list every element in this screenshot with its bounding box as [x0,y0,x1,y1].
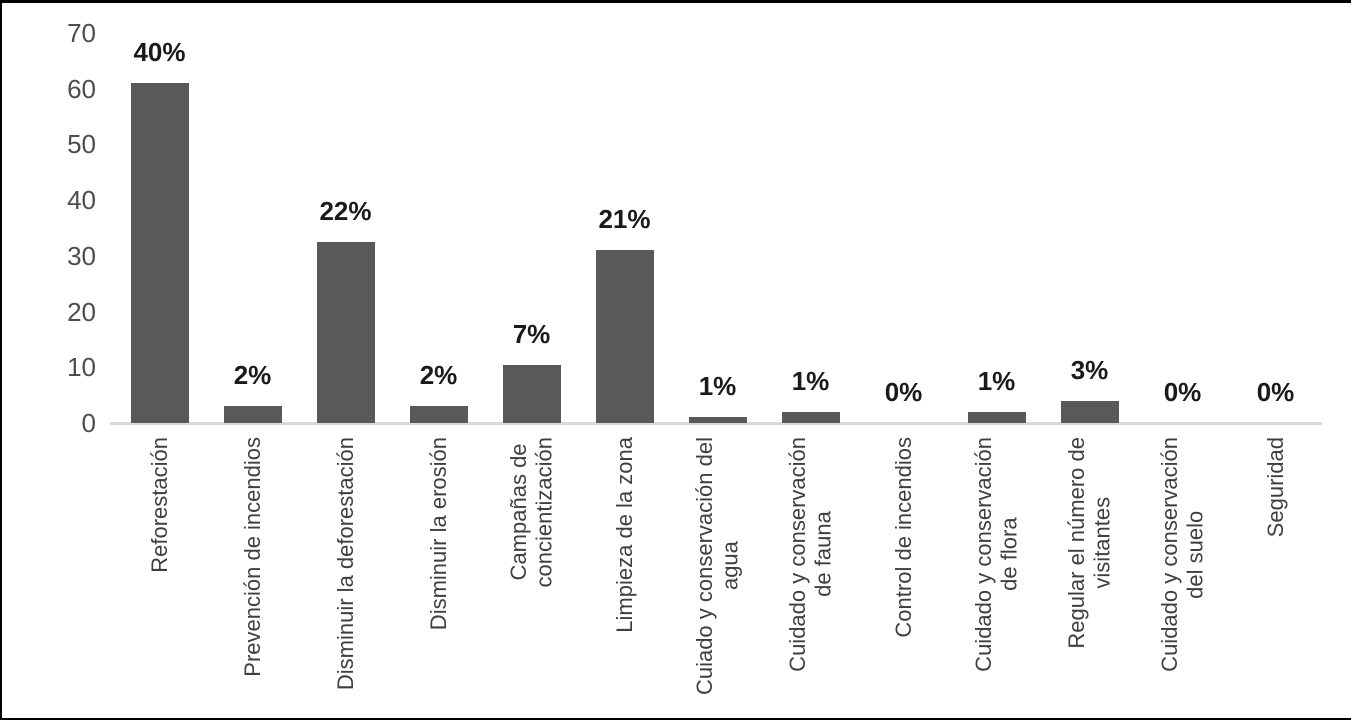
x-axis-label: Disminuir la erosión [392,437,486,719]
x-axis-label-text: Disminuir la erosión [425,437,451,631]
bar-value-label: 1% [698,371,737,402]
y-axis-tick-label: 30 [67,240,96,271]
bar-value-label: 22% [319,195,372,226]
bar [595,250,654,423]
y-axis-tick-label: 50 [67,129,96,160]
bar [688,417,747,423]
bar [409,406,468,423]
bar [781,411,840,423]
x-axis-label: Cuidado y conservación de fauna [764,437,858,719]
x-axis-label-text: Limpieza de la zona [611,437,637,633]
bar-value-label: 0% [884,377,923,407]
x-axis-label-text: Reforestación [146,437,172,573]
bar [223,406,282,423]
x-axis-label: Cuiado y conservación del agua [671,437,765,719]
y-axis-tick-label: 40 [67,185,96,216]
x-axis-label-text: Control de incendios [890,437,916,638]
bar-value-label: 1% [791,365,830,396]
bar [130,83,189,423]
y-axis-tick-label: 10 [67,352,96,383]
bar-value-label: 0% [1163,377,1202,407]
x-axis-label: Regular el número de visitantes [1043,437,1137,719]
bar-value-label: 7% [512,318,551,349]
x-axis-line [110,422,1322,425]
x-axis-label: Reforestación [113,437,207,719]
bar-value-label: 1% [977,365,1016,396]
bar-value-label: 3% [1070,354,1109,385]
x-axis-label-text: Cuidado y conservación del suelo [1156,437,1208,672]
x-axis-label: Disminuir la deforestación [299,437,393,719]
x-axis-label: Cuidado y conservación de flora [950,437,1044,719]
x-axis-label: Campañas de concientización [485,437,579,719]
x-axis-label-text: Disminuir la deforestación [332,437,358,691]
bar [316,241,375,423]
x-axis-label-text: Seguridad [1262,437,1288,538]
bar-value-label: 0% [1256,377,1295,407]
y-axis-tick-label: 0 [81,408,96,438]
bar-value-label: 40% [133,37,186,68]
y-axis-tick-label: 60 [67,73,96,104]
bar-value-label: 2% [233,360,272,391]
y-axis-tick-label: 20 [67,296,96,327]
x-axis-label-text: Cuidado y conservación de fauna [784,437,836,672]
bar [502,364,561,423]
x-axis-label-text: Regular el número de visitantes [1063,437,1115,649]
x-axis-label: Prevención de incendios [206,437,300,719]
x-axis-label-text: Campañas de concientización [505,437,557,588]
bar [967,411,1026,423]
x-axis-label-text: Cuidado y conservación de flora [970,437,1022,672]
bar-value-label: 2% [419,360,458,391]
x-axis-label-text: Cuiado y conservación del agua [691,437,743,696]
x-axis-label: Cuidado y conservación del suelo [1136,437,1230,719]
x-axis-label: Control de incendios [857,437,951,719]
x-axis-label: Seguridad [1229,437,1323,719]
x-axis-label: Limpieza de la zona [578,437,672,719]
bar-value-label: 21% [598,204,651,235]
y-axis-tick-label: 70 [67,18,96,48]
bar [1060,400,1119,423]
x-axis-label-text: Prevención de incendios [239,437,265,677]
